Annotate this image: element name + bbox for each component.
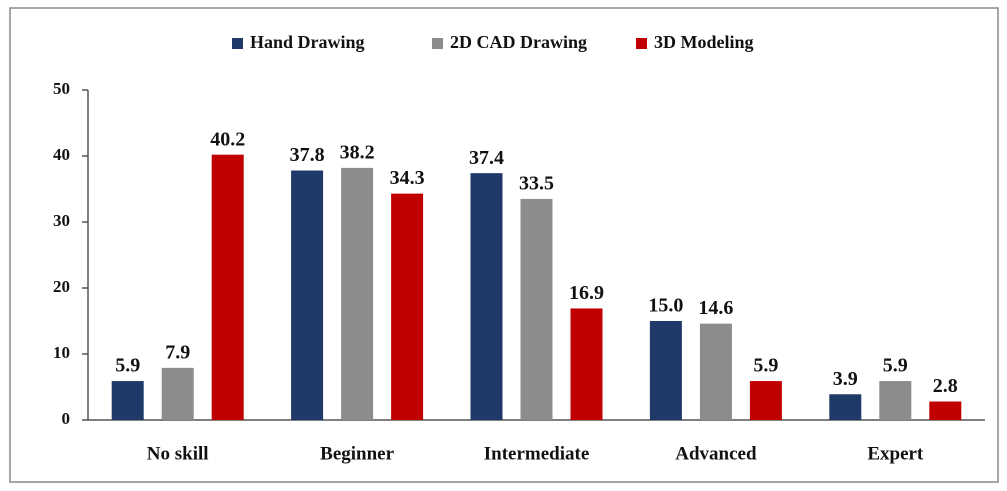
bar — [291, 170, 324, 420]
legend-swatch — [232, 38, 243, 49]
value-label: 2.8 — [933, 375, 958, 397]
bar — [341, 167, 374, 420]
x-tick-label: No skill — [147, 443, 209, 464]
bar — [520, 198, 553, 420]
y-tick-label: 40 — [53, 145, 70, 164]
bar — [879, 381, 912, 420]
value-label: 5.9 — [753, 355, 778, 377]
bar — [391, 193, 424, 420]
x-tick-label: Advanced — [675, 443, 757, 464]
value-label: 37.8 — [290, 144, 325, 166]
bar — [649, 321, 682, 420]
bar — [161, 367, 194, 420]
value-label: 3.9 — [833, 368, 858, 390]
y-tick-label: 0 — [62, 409, 71, 428]
value-label: 15.0 — [648, 295, 683, 317]
legend-swatch — [432, 38, 443, 49]
y-tick-label: 50 — [53, 79, 70, 98]
bar — [699, 323, 732, 420]
value-label: 7.9 — [165, 341, 190, 363]
value-label: 40.2 — [210, 128, 245, 150]
legend-swatch — [636, 38, 647, 49]
x-tick-label: Intermediate — [484, 443, 590, 464]
bar — [211, 154, 244, 420]
value-label: 5.9 — [883, 355, 908, 377]
legend-label: 3D Modeling — [654, 32, 754, 52]
x-tick-label: Expert — [867, 443, 924, 464]
legend-label: 2D CAD Drawing — [450, 32, 587, 52]
value-label: 38.2 — [340, 141, 375, 163]
bar — [829, 394, 862, 420]
value-label: 33.5 — [519, 172, 554, 194]
value-label: 16.9 — [569, 282, 604, 304]
bar — [470, 173, 503, 420]
value-label: 14.6 — [698, 297, 733, 319]
value-label: 37.4 — [469, 147, 504, 169]
bar — [929, 401, 962, 420]
x-tick-label: Beginner — [320, 443, 394, 464]
y-tick-label: 30 — [53, 211, 70, 230]
bar — [111, 381, 144, 420]
bar — [570, 308, 603, 420]
y-tick-label: 10 — [53, 343, 70, 362]
y-tick-label: 20 — [53, 277, 70, 296]
bar — [749, 381, 782, 420]
value-label: 34.3 — [390, 167, 425, 189]
value-label: 5.9 — [115, 355, 140, 377]
legend-label: Hand Drawing — [250, 32, 365, 52]
